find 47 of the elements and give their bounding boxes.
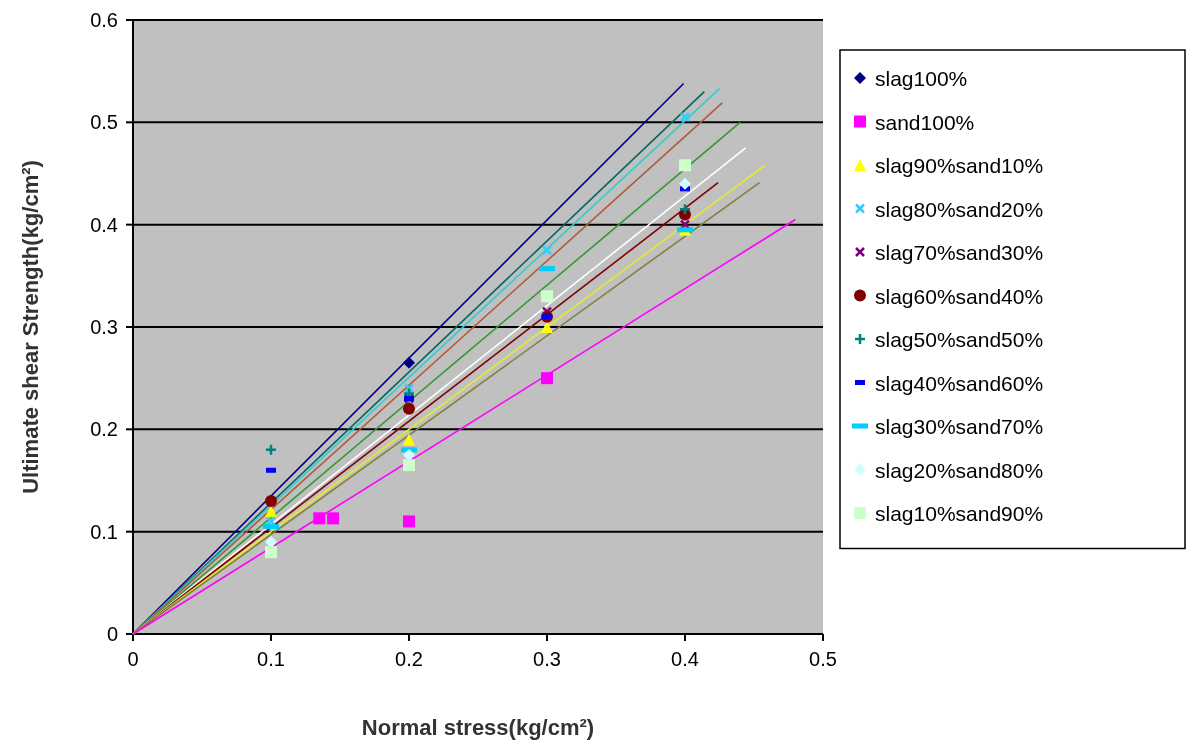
legend-label: slag10%sand90% <box>875 502 1044 525</box>
point <box>403 356 415 369</box>
x-tick-label: 0 <box>127 648 139 670</box>
legend-label: slag70%sand30% <box>875 241 1044 264</box>
point <box>403 433 415 446</box>
y-tick-label: 0.4 <box>90 213 118 236</box>
point <box>679 111 691 123</box>
y-tick-label: 0.2 <box>90 418 118 441</box>
point <box>265 535 277 548</box>
y-tick-label: 0 <box>106 623 118 645</box>
point <box>403 515 415 528</box>
legend-label: slag100% <box>875 67 968 90</box>
point <box>678 203 692 216</box>
point <box>679 159 691 172</box>
legend-label: slag30%sand70% <box>875 415 1044 438</box>
point <box>541 321 553 333</box>
point <box>403 402 415 415</box>
point <box>265 546 277 559</box>
point <box>264 443 278 457</box>
y-tick-label: 0.1 <box>90 520 118 543</box>
legend-label: slag90%sand10% <box>875 154 1044 177</box>
legend-label: slag60%sand40% <box>875 284 1044 308</box>
y-axis-title: Ultimate shear Strength(kg/cm²) <box>18 160 43 494</box>
point <box>403 459 415 472</box>
point <box>541 245 553 256</box>
point <box>313 512 326 525</box>
legend-label: sand100% <box>875 110 975 134</box>
legend-label: slag40%sand60% <box>875 371 1044 395</box>
y-tick-label: 0.5 <box>90 111 118 134</box>
x-tick-label: 0.1 <box>257 648 285 670</box>
y-tick-label: 0.3 <box>90 316 118 338</box>
x-tick-label: 0.2 <box>395 648 423 670</box>
point <box>403 448 415 461</box>
point <box>679 177 691 190</box>
point <box>541 290 553 303</box>
legend-label: slag20%sand80% <box>875 458 1044 482</box>
x-tick-label: 0.3 <box>533 648 561 670</box>
point <box>327 512 340 525</box>
x-tick-label: 0.5 <box>809 648 837 670</box>
x-axis-title: Normal stress(kg/cm²) <box>361 715 595 740</box>
legend-label: slag50%sand50% <box>875 328 1044 351</box>
point <box>265 505 277 518</box>
y-tick-label: 0.6 <box>90 9 118 31</box>
point <box>541 372 553 385</box>
legend-label: slag80%sand20% <box>875 197 1044 221</box>
point <box>265 494 277 507</box>
x-tick-label: 0.4 <box>671 648 699 670</box>
